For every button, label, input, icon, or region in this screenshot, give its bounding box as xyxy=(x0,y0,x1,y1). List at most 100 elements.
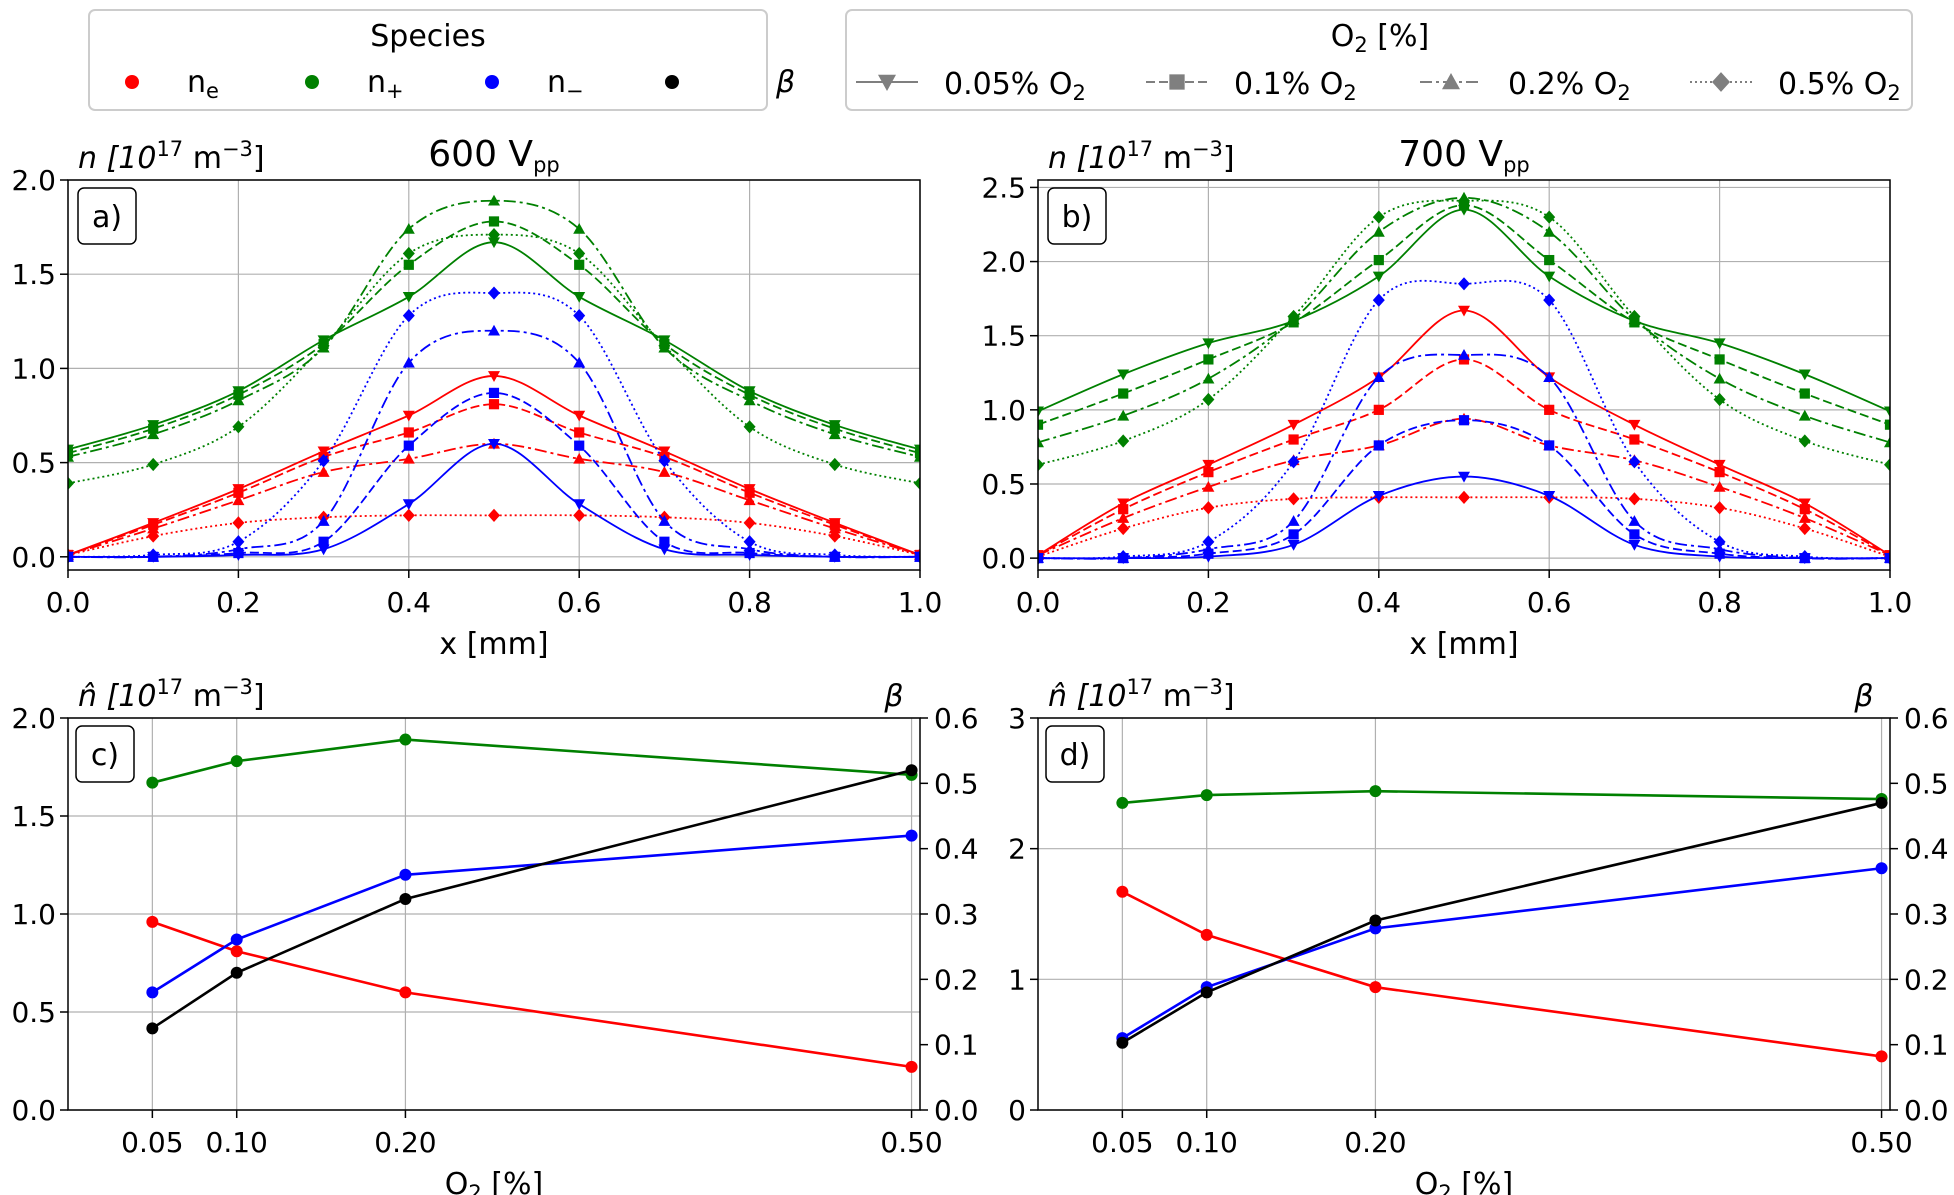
data-point-ne-0.5 xyxy=(1713,501,1726,515)
panel-label: a) xyxy=(92,200,122,235)
x-tick-label-part: 0.50 xyxy=(1850,1126,1912,1159)
y-axis-label-part: m xyxy=(183,679,222,714)
legend-o2-label-part: 0.1% O xyxy=(1234,67,1343,102)
data-point-npos-0.5 xyxy=(1628,309,1641,324)
panel-label-part: d) xyxy=(1060,738,1091,773)
y-tick-label-right: 0.1 xyxy=(1904,1029,1949,1062)
legend-o2: O2 [%]0.05% O2 0.1% O2 0.2% O2 0.5% O2 xyxy=(845,9,1913,111)
y-axis-label-part: ] xyxy=(1223,679,1235,714)
chart-title: 600 Vpp xyxy=(428,134,559,177)
panel-label: c) xyxy=(91,738,119,773)
x-tick-label-part: 0.6 xyxy=(1527,586,1572,619)
x-axis-label-part: 2 xyxy=(468,1181,481,1195)
series-line-npos-0.5 xyxy=(1038,199,1890,466)
data-point-nneg-0.1 xyxy=(1373,440,1384,451)
legend-species-title-part: Species xyxy=(370,19,485,54)
data-point-npos-0.05 xyxy=(488,237,500,249)
data-point-nneg-0.5 xyxy=(1372,293,1385,307)
data-point-npos-0.5 xyxy=(1287,309,1300,324)
data-point-npos-0.1 xyxy=(1373,254,1384,266)
y-axis-label-part: n̂ [10 xyxy=(1048,679,1126,714)
data-point-npos-0.1 xyxy=(1118,388,1129,399)
legend-o2-title-part: [%] xyxy=(1368,19,1429,54)
series-line-ne-0.1 xyxy=(1038,358,1890,556)
y-axis-label-right: β xyxy=(1853,679,1873,714)
x-axis-label: O2 [%] xyxy=(445,1167,543,1195)
series-line-nneg-0.2 xyxy=(1038,353,1890,560)
y-axis-label-part: m xyxy=(1153,679,1192,714)
data-point-nneg-0.1 xyxy=(1544,440,1555,451)
y-tick-label: 0.5 xyxy=(981,468,1026,501)
data-point-ne-0.05 xyxy=(488,371,500,382)
data-point-npos-0.5 xyxy=(914,476,920,490)
y-axis-label-part: m xyxy=(1153,141,1192,176)
data-point-nneg-0.5 xyxy=(1202,535,1215,549)
panel-label-box xyxy=(1045,725,1105,783)
data-point-ne-0.1 xyxy=(1799,504,1810,515)
y-tick-label: 1.5 xyxy=(11,800,56,833)
y-tick-label-right: 0.3 xyxy=(934,898,979,931)
data-point-ne-0.1 xyxy=(1373,404,1384,415)
data-point-ne-0.1 xyxy=(1203,467,1214,478)
data-point-npos-0.05 xyxy=(1372,271,1385,283)
legend-species-label-part: n xyxy=(187,65,206,100)
data-point-nneg-0.05 xyxy=(1287,539,1300,551)
data-point-nneg-0.2 xyxy=(1628,515,1641,526)
data-point-npos xyxy=(399,733,412,746)
data-point-ne-0.1 xyxy=(744,487,755,498)
series-line-npos-0.2 xyxy=(68,199,920,458)
series-line-ne xyxy=(1121,890,1882,1058)
x-tick-label: 0.50 xyxy=(1850,1126,1912,1159)
data-point-ne-0.2 xyxy=(573,452,586,464)
y-tick-label: 0.0 xyxy=(11,541,56,574)
data-point-npos-0.1 xyxy=(68,448,74,459)
data-point-ne-0.5 xyxy=(488,508,500,522)
y-tick-label: 2.0 xyxy=(11,164,56,197)
data-point-ne-0.2 xyxy=(1117,512,1130,523)
data-point-npos-0.05 xyxy=(573,292,586,303)
legend-o2-label: 0.2% O2 xyxy=(1508,67,1631,105)
data-point-nneg-0.2 xyxy=(1202,543,1215,555)
data-point-npos-0.5 xyxy=(1117,434,1130,448)
data-point-npos-0.5 xyxy=(147,457,160,472)
data-point-nneg xyxy=(146,986,159,999)
legend-species-marker xyxy=(485,75,499,89)
y-axis-label: n [1017 m−3] xyxy=(1048,137,1235,176)
y-tick-label-part: 0.5 xyxy=(11,996,56,1029)
data-point-nneg-0.05 xyxy=(488,438,500,450)
data-point-npos-0.5 xyxy=(573,246,586,261)
y-tick-label-right: 0.6 xyxy=(934,702,979,735)
axes-frame xyxy=(1037,717,1891,1111)
data-point-ne xyxy=(399,986,412,999)
data-point-nneg-0.2 xyxy=(1287,515,1300,526)
legend-species-label-part: n xyxy=(547,65,566,100)
data-point-npos-0.5 xyxy=(828,457,841,472)
data-point-npos-0.2 xyxy=(1798,409,1811,421)
data-point-ne-0.5 xyxy=(743,516,756,530)
y-tick-label-right-part: 0.2 xyxy=(1904,963,1949,996)
legend-o2-marker xyxy=(878,74,896,91)
y-tick-label: 0 xyxy=(1008,1094,1026,1127)
y-tick-label-part: 2 xyxy=(1008,833,1026,866)
data-point-npos-0.1 xyxy=(403,259,414,270)
y-axis-label: n̂ [1017 m−3] xyxy=(1048,675,1235,714)
y-axis-label-part: n [10 xyxy=(1048,141,1126,176)
x-axis-label-part: x [mm] xyxy=(1409,627,1518,662)
data-point-npos-0.2 xyxy=(147,428,160,440)
data-point-nneg-0.05 xyxy=(317,544,330,556)
panel-label: d) xyxy=(1060,738,1091,773)
axes-frame xyxy=(67,179,921,571)
data-point-npos-0.1 xyxy=(1038,419,1044,430)
data-point-nneg-0.5 xyxy=(1458,277,1470,291)
data-point-beta xyxy=(230,966,243,979)
legend-o2-label: 0.1% O2 xyxy=(1234,67,1357,105)
data-point-nneg-0.2 xyxy=(1372,371,1385,383)
data-point-ne-0.05 xyxy=(1798,498,1811,510)
x-tick-label: 0.0 xyxy=(1016,586,1061,619)
data-point-nneg-0.2 xyxy=(658,515,671,526)
x-tick-label-part: 0.8 xyxy=(1697,586,1742,619)
y-tick-label-part: 0.0 xyxy=(11,541,56,574)
legend-species-marker xyxy=(305,75,319,89)
data-point-ne-0.2 xyxy=(402,452,415,464)
series-line-ne-0.5 xyxy=(1038,496,1890,558)
